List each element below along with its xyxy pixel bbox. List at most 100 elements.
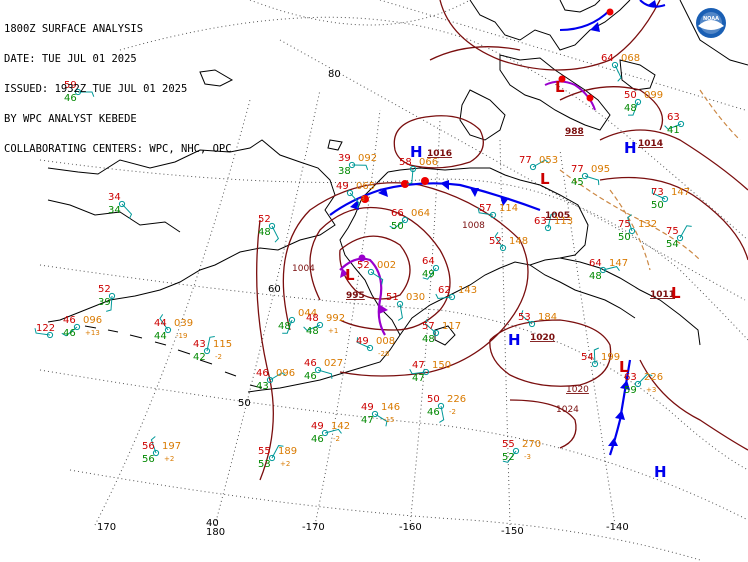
station-dewpoint: 45 — [571, 177, 584, 188]
wind-barb — [424, 318, 437, 334]
station-dewpoint: 44 — [154, 331, 167, 342]
station-circle — [268, 222, 276, 230]
station-plot: 49 065 -3 — [336, 181, 375, 203]
isobar-1020b — [639, 359, 748, 451]
station-circle — [437, 402, 445, 410]
station-plot: 49 46 142 -2 — [311, 421, 350, 445]
station-circle — [74, 88, 82, 96]
station-temperature: 49 — [311, 421, 324, 432]
station-pressure: 066 — [419, 157, 438, 168]
station-temperature: 63 — [624, 372, 637, 383]
isobar-1012b — [599, 129, 748, 191]
station-plot: 58 066 — [399, 157, 438, 168]
station-temperature: 51 — [386, 292, 399, 303]
station-circle — [661, 195, 669, 203]
station-circle — [528, 320, 536, 328]
wind-barb — [627, 214, 633, 232]
lat-label-50: 50 — [238, 398, 251, 409]
station-temperature: 57 — [479, 203, 492, 214]
station-dewpoint: 42 — [193, 352, 206, 363]
station-plot: 77 45 095 — [571, 164, 610, 188]
station-tendency: +3 — [646, 386, 656, 394]
station-dewpoint: 46 — [311, 434, 324, 445]
station-plot: 46 46 096 +13 — [63, 315, 102, 339]
station-dewpoint: 48 — [624, 103, 637, 114]
station-circle — [634, 380, 642, 388]
station-circle — [152, 449, 160, 457]
wind-barb — [150, 436, 157, 454]
station-plot: 64 48 147 — [589, 258, 628, 282]
station-plot: 51 030 — [386, 292, 425, 303]
station-temperature: 58 — [399, 157, 412, 168]
station-plot: 63 113 — [534, 216, 573, 227]
high-value-1016: 1016 — [427, 149, 452, 159]
station-plot: 73 50 147 — [651, 187, 690, 211]
station-dewpoint: 38 — [338, 166, 351, 177]
station-pressure: 095 — [591, 164, 610, 175]
station-circle — [268, 454, 276, 462]
station-dewpoint: 50 — [391, 221, 404, 232]
wind-barb — [520, 310, 533, 325]
station-circles — [46, 61, 685, 462]
station-pressure: 044 — [298, 308, 317, 319]
header-title: 1800Z SURFACE ANALYSIS — [4, 23, 144, 35]
station-plot: 44 44 039 -19 — [154, 318, 193, 342]
lat-label-60: 60 — [268, 284, 281, 295]
station-circle — [164, 326, 172, 334]
station-circle — [348, 161, 356, 169]
station-pressure: 064 — [411, 208, 430, 219]
high-center-1020: H — [508, 331, 521, 349]
station-tendency: -2 — [333, 435, 340, 443]
station-tendency: -2 — [449, 408, 456, 416]
station-circle — [676, 234, 684, 242]
station-plot: 43 42 115 -2 — [193, 339, 232, 363]
station-temperature: 46 — [63, 315, 76, 326]
station-temperature: 49 — [356, 336, 369, 347]
station-plot: 50 46 226 -2 — [427, 394, 466, 418]
low-center-995: L — [345, 266, 355, 284]
isobar-label-1008: 1008 — [462, 221, 485, 231]
wind-barb — [547, 213, 557, 229]
station-circle — [432, 329, 440, 337]
station-pressure: 189 — [278, 446, 297, 457]
station-pressure: 002 — [377, 260, 396, 271]
station-temperature: 39 — [338, 153, 351, 164]
isobar-label-1024: 1024 — [556, 405, 579, 415]
station-pressure: 132 — [638, 219, 657, 230]
station-temperature: 59 — [64, 80, 77, 91]
station-plot: 75 50 132 — [618, 219, 657, 243]
station-circle — [73, 323, 81, 331]
station-temperature: 56 — [142, 441, 155, 452]
station-temperature: 55 — [258, 446, 271, 457]
wind-barb — [269, 372, 287, 381]
station-temperature: 34 — [108, 192, 121, 203]
station-circle — [422, 368, 430, 376]
station-pressure: 115 — [213, 339, 232, 350]
station-circle — [288, 316, 296, 324]
station-circle — [634, 98, 642, 106]
station-circle — [581, 172, 589, 180]
station-pressure: 148 — [509, 236, 528, 247]
high-center-gulf: H — [654, 463, 667, 481]
station-pressure: 008 — [376, 336, 395, 347]
station-dewpoint: 46 — [63, 328, 76, 339]
lon-label-m170: -170 — [302, 522, 325, 533]
station-plot: 56 56 197 +2 — [142, 441, 181, 465]
grid-labels: 80 60 50 40 170 180 -170 -160 -150 -140 — [97, 69, 629, 538]
wind-barb — [651, 188, 666, 200]
station-temperature: 63 — [667, 112, 680, 123]
station-circle — [611, 61, 619, 69]
station-plot: 52 148 — [489, 236, 528, 247]
station-temperature: 64 — [589, 258, 602, 269]
lon-label-180: 180 — [206, 527, 225, 538]
wind-barb — [422, 267, 437, 280]
station-plot: 39 38 092 — [338, 153, 377, 177]
low-center-1005: L — [540, 170, 550, 188]
station-pressure: 096 — [276, 368, 295, 379]
alaska-coast — [247, 167, 589, 393]
station-temperature: 54 — [581, 352, 594, 363]
station-temperature: 77 — [519, 155, 532, 166]
wind-barb — [439, 405, 445, 423]
station-circle — [367, 268, 375, 276]
